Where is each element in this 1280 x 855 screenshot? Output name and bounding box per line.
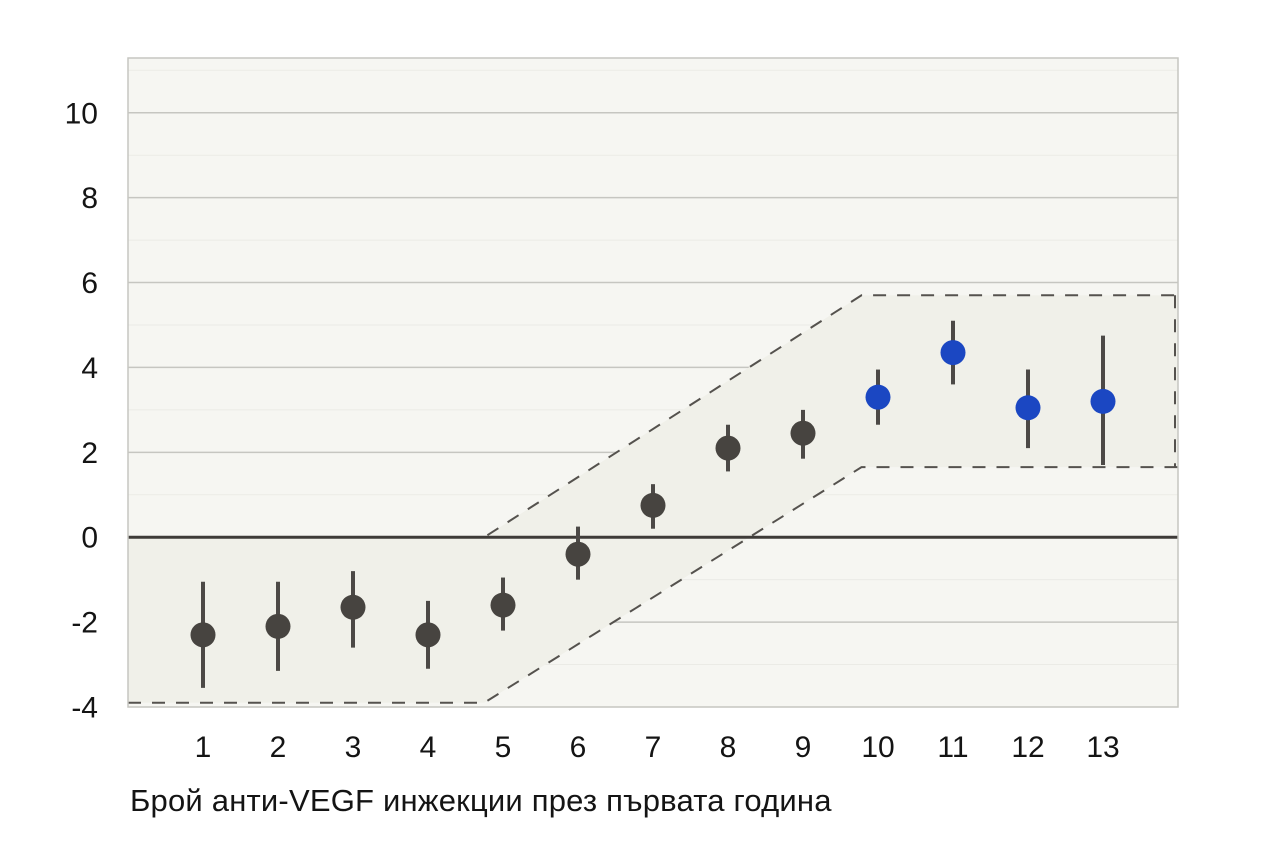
band-lower-dashed-line [128,466,1178,704]
x-tick-label: 8 [720,731,737,764]
y-tick-label: -2 [71,607,98,640]
x-tick-label: 6 [570,731,587,764]
data-point [340,594,366,620]
x-axis-title: Брой анти-VEGF инжекции през първата год… [130,783,832,818]
x-tick-label: 9 [795,731,812,764]
x-tick-label: 11 [937,731,968,764]
x-tick-label: 7 [645,731,662,764]
plot-frame [127,57,1179,708]
y-tick-label: 2 [81,437,98,470]
data-point [265,613,291,639]
x-tick-label: 13 [1086,731,1119,764]
data-point [940,340,966,366]
x-tick-label: 12 [1011,731,1044,764]
data-point [415,622,441,648]
data-point [790,420,816,446]
y-tick-label: 4 [81,352,98,385]
y-tick-label: 6 [81,267,98,300]
y-tick-label: 0 [81,522,98,555]
y-tick-label: 10 [65,97,98,130]
y-tick-label: 8 [81,182,98,215]
data-point [1090,388,1116,414]
y-tick-label: -4 [71,692,98,725]
x-tick-label: 1 [195,731,212,764]
x-tick-label: 2 [270,731,287,764]
data-point [190,622,216,648]
data-point [565,541,591,567]
x-tick-label: 5 [495,731,512,764]
x-tick-label: 3 [345,731,362,764]
data-point [865,384,891,410]
data-points [190,340,1116,648]
data-point [490,592,516,618]
x-tick-label: 10 [861,731,894,764]
data-point [640,492,666,518]
data-point [715,435,741,461]
x-tick-label: 4 [420,731,437,764]
data-point [1015,395,1041,421]
plot-border [127,57,1179,708]
x-axis-tick-labels: 1 2 3 4 5 6 7 8 9 10 11 12 13 [195,731,1120,764]
y-axis-tick-labels: -4 -2 0 2 4 6 8 10 [65,97,98,724]
